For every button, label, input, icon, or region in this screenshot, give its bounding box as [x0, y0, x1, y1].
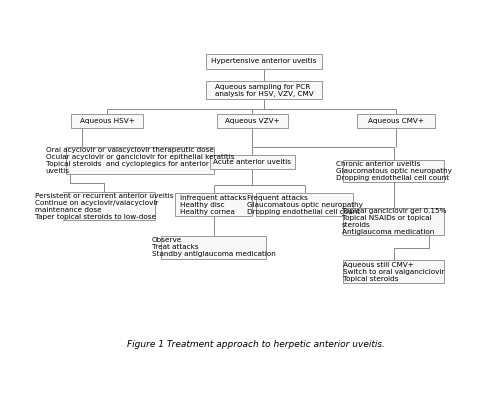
Text: Infrequent attacks
Healthy disc
Healthy cornea: Infrequent attacks Healthy disc Healthy …	[180, 194, 247, 215]
FancyBboxPatch shape	[344, 160, 444, 183]
FancyBboxPatch shape	[54, 192, 154, 220]
Text: Chronic anterior uveitis
Glaucomatous optic neuropathy
Dropping endothelial cell: Chronic anterior uveitis Glaucomatous op…	[336, 161, 452, 181]
Text: Oral acyclovir or valacyclovir therapeutic dose
Ocular acyclovir or ganciclovir : Oral acyclovir or valacyclovir therapeut…	[46, 147, 234, 174]
Text: Observe
Treat attacks
Standby antiglaucoma medication: Observe Treat attacks Standby antiglauco…	[152, 237, 276, 257]
Text: Frequent attacks
Glaucomatous optic neuropathy
Dropping endothelial cell count: Frequent attacks Glaucomatous optic neur…	[247, 194, 362, 215]
Text: Aqueous CMV+: Aqueous CMV+	[368, 118, 424, 124]
Text: Aqueous still CMV+
Switch to oral valganciclovir
Topical steroids: Aqueous still CMV+ Switch to oral valgan…	[343, 262, 444, 282]
Text: Aqueous sampling for PCR
analysis for HSV, VZV, CMV: Aqueous sampling for PCR analysis for HS…	[214, 84, 314, 97]
FancyBboxPatch shape	[71, 114, 143, 128]
Text: Acute anterior uveitis: Acute anterior uveitis	[214, 159, 292, 165]
Text: Figure 1 Treatment approach to herpetic anterior uveitis.: Figure 1 Treatment approach to herpetic …	[127, 341, 385, 349]
Text: Persistent or recurrent anterior uveitis
Continue on acyclovir/valacyclovir
main: Persistent or recurrent anterior uveitis…	[35, 192, 173, 219]
FancyBboxPatch shape	[357, 114, 434, 128]
FancyBboxPatch shape	[206, 81, 322, 99]
FancyBboxPatch shape	[344, 208, 444, 235]
Text: Aqueous VZV+: Aqueous VZV+	[225, 118, 280, 124]
FancyBboxPatch shape	[210, 155, 295, 169]
FancyBboxPatch shape	[256, 193, 353, 216]
FancyBboxPatch shape	[175, 193, 252, 216]
Text: Hypertensive anterior uveitis: Hypertensive anterior uveitis	[212, 58, 316, 64]
FancyBboxPatch shape	[344, 260, 444, 283]
Text: Topical ganciclovir gel 0.15%
Topical NSAIDs or topical
steroids
Antiglaucoma me: Topical ganciclovir gel 0.15% Topical NS…	[342, 208, 446, 235]
FancyBboxPatch shape	[66, 147, 214, 174]
FancyBboxPatch shape	[162, 236, 266, 259]
Text: Aqueous HSV+: Aqueous HSV+	[80, 118, 134, 124]
FancyBboxPatch shape	[216, 114, 288, 128]
FancyBboxPatch shape	[206, 53, 322, 69]
